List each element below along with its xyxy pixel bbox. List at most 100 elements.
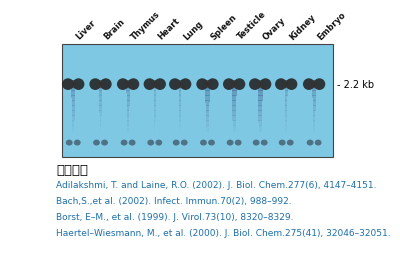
- Bar: [154, 123, 156, 126]
- Bar: [258, 123, 262, 126]
- Bar: [232, 113, 236, 116]
- Bar: [312, 91, 316, 93]
- Bar: [285, 110, 287, 113]
- Bar: [179, 98, 181, 101]
- Bar: [100, 120, 102, 123]
- Ellipse shape: [256, 80, 265, 88]
- Bar: [232, 93, 236, 96]
- Bar: [179, 105, 181, 108]
- Ellipse shape: [144, 78, 155, 90]
- Bar: [126, 95, 130, 98]
- Text: Ovary: Ovary: [262, 15, 288, 42]
- Ellipse shape: [93, 140, 100, 145]
- Bar: [258, 103, 262, 106]
- Bar: [127, 120, 129, 123]
- Ellipse shape: [74, 140, 81, 145]
- Ellipse shape: [128, 78, 139, 90]
- Bar: [62, 44, 333, 157]
- Bar: [179, 88, 182, 91]
- Bar: [127, 125, 129, 128]
- Text: 参考文献: 参考文献: [56, 164, 88, 177]
- Bar: [179, 93, 181, 96]
- Bar: [100, 113, 102, 116]
- Bar: [72, 115, 75, 118]
- Bar: [71, 88, 75, 91]
- Bar: [154, 128, 156, 131]
- Bar: [313, 113, 316, 116]
- Bar: [232, 88, 237, 91]
- Bar: [99, 100, 102, 103]
- Bar: [179, 91, 182, 93]
- Bar: [100, 128, 101, 131]
- Bar: [127, 98, 130, 101]
- Bar: [180, 125, 181, 128]
- Bar: [72, 103, 75, 106]
- Bar: [232, 118, 236, 121]
- Ellipse shape: [282, 80, 291, 88]
- Bar: [127, 100, 130, 103]
- Text: Thymus: Thymus: [130, 9, 162, 42]
- Text: - 2.2 kb: - 2.2 kb: [337, 80, 374, 90]
- Text: Borst, E–M., et al. (1999). J. Virol.73(10), 8320–8329.: Borst, E–M., et al. (1999). J. Virol.73(…: [56, 213, 294, 222]
- Bar: [154, 130, 155, 133]
- Bar: [232, 108, 236, 111]
- Bar: [285, 115, 287, 118]
- Bar: [258, 115, 262, 118]
- Bar: [313, 103, 316, 106]
- Ellipse shape: [196, 78, 208, 90]
- Bar: [285, 118, 287, 121]
- Bar: [206, 100, 210, 103]
- Bar: [206, 128, 209, 131]
- Ellipse shape: [235, 140, 242, 145]
- Bar: [205, 95, 210, 98]
- Ellipse shape: [208, 140, 215, 145]
- Bar: [127, 103, 130, 106]
- Bar: [286, 128, 287, 131]
- Bar: [100, 105, 102, 108]
- Ellipse shape: [154, 78, 166, 90]
- Ellipse shape: [286, 78, 297, 90]
- Bar: [313, 105, 316, 108]
- Bar: [233, 130, 236, 133]
- Bar: [206, 123, 209, 126]
- Ellipse shape: [303, 78, 315, 90]
- Bar: [154, 118, 156, 121]
- Bar: [312, 100, 316, 103]
- Ellipse shape: [207, 78, 219, 90]
- Bar: [154, 125, 156, 128]
- Bar: [100, 118, 102, 121]
- Bar: [285, 113, 287, 116]
- Ellipse shape: [307, 140, 314, 145]
- Ellipse shape: [124, 80, 133, 88]
- Bar: [285, 91, 288, 93]
- Text: Testicle: Testicle: [236, 10, 268, 42]
- Ellipse shape: [180, 78, 191, 90]
- Bar: [179, 115, 181, 118]
- Bar: [285, 93, 288, 96]
- Ellipse shape: [181, 140, 188, 145]
- Ellipse shape: [279, 140, 286, 145]
- Bar: [285, 123, 287, 126]
- Text: Lung: Lung: [182, 19, 204, 42]
- Bar: [233, 125, 236, 128]
- Ellipse shape: [173, 140, 180, 145]
- Ellipse shape: [169, 78, 181, 90]
- Bar: [99, 98, 102, 101]
- Ellipse shape: [96, 80, 105, 88]
- Bar: [154, 103, 156, 106]
- Bar: [206, 110, 209, 113]
- Bar: [72, 110, 75, 113]
- Bar: [72, 120, 74, 123]
- Bar: [179, 103, 181, 106]
- Bar: [313, 108, 316, 111]
- Bar: [313, 128, 315, 131]
- Bar: [232, 91, 236, 93]
- Bar: [72, 123, 74, 126]
- Bar: [127, 115, 129, 118]
- Bar: [72, 128, 74, 131]
- Bar: [313, 123, 315, 126]
- Bar: [180, 130, 181, 133]
- Bar: [259, 130, 262, 133]
- Bar: [154, 93, 156, 96]
- Bar: [206, 108, 209, 111]
